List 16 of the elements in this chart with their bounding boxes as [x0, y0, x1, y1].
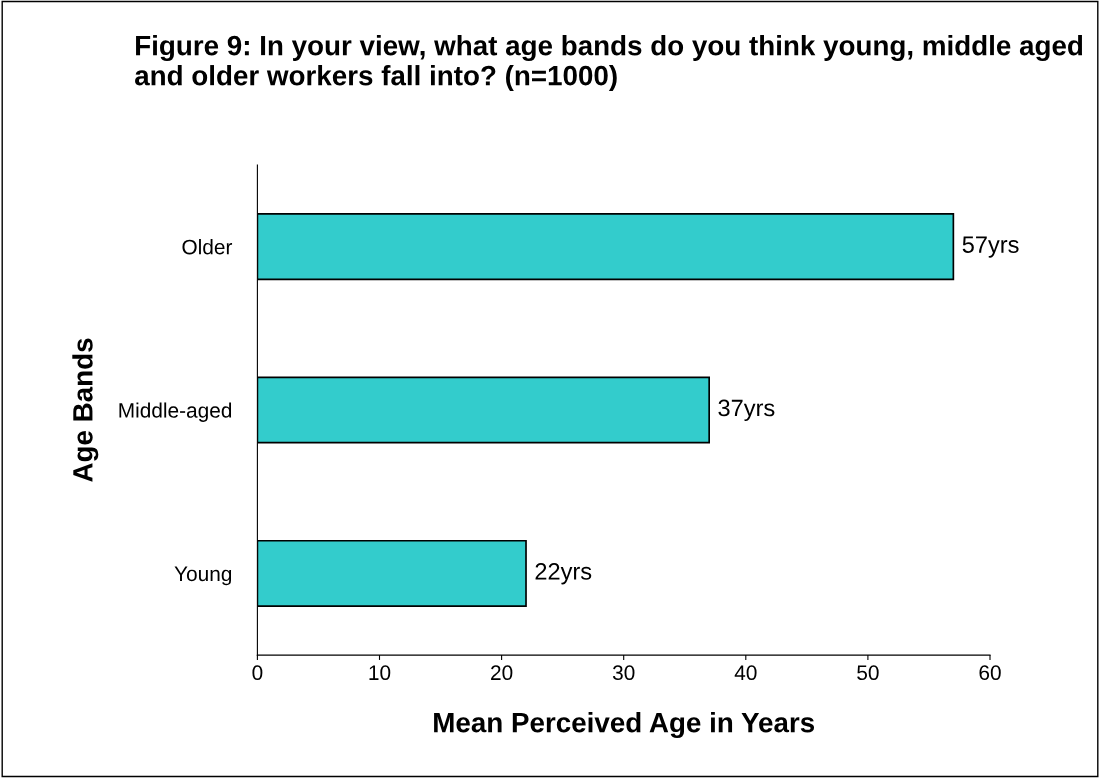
x-tick-label: 30: [612, 665, 635, 681]
x-tick-label: 50: [857, 665, 879, 681]
y-tick-label: Young: [174, 566, 232, 586]
y-tick-label: Older: [182, 239, 233, 255]
data-label: 22yrs: [535, 563, 592, 585]
x-tick-label: 10: [369, 665, 391, 681]
x-tick-label: 40: [734, 665, 757, 681]
x-axis-title: Mean Perceived Age in Years: [434, 712, 815, 739]
x-tick-label: 20: [491, 665, 513, 681]
data-label: 37yrs: [718, 399, 775, 422]
chart-title: Figure 9: In your view, what age bands do you think young, middle aged and older workers fall into? (n=1000): [135, 35, 1083, 91]
y-axis-title: Age Bands: [72, 338, 99, 482]
x-tick-label: 60: [979, 665, 1001, 681]
y-tick-label: Middle-aged: [119, 402, 232, 422]
x-tick-label: 0: [252, 665, 263, 681]
data-label: 57yrs: [962, 236, 1019, 258]
